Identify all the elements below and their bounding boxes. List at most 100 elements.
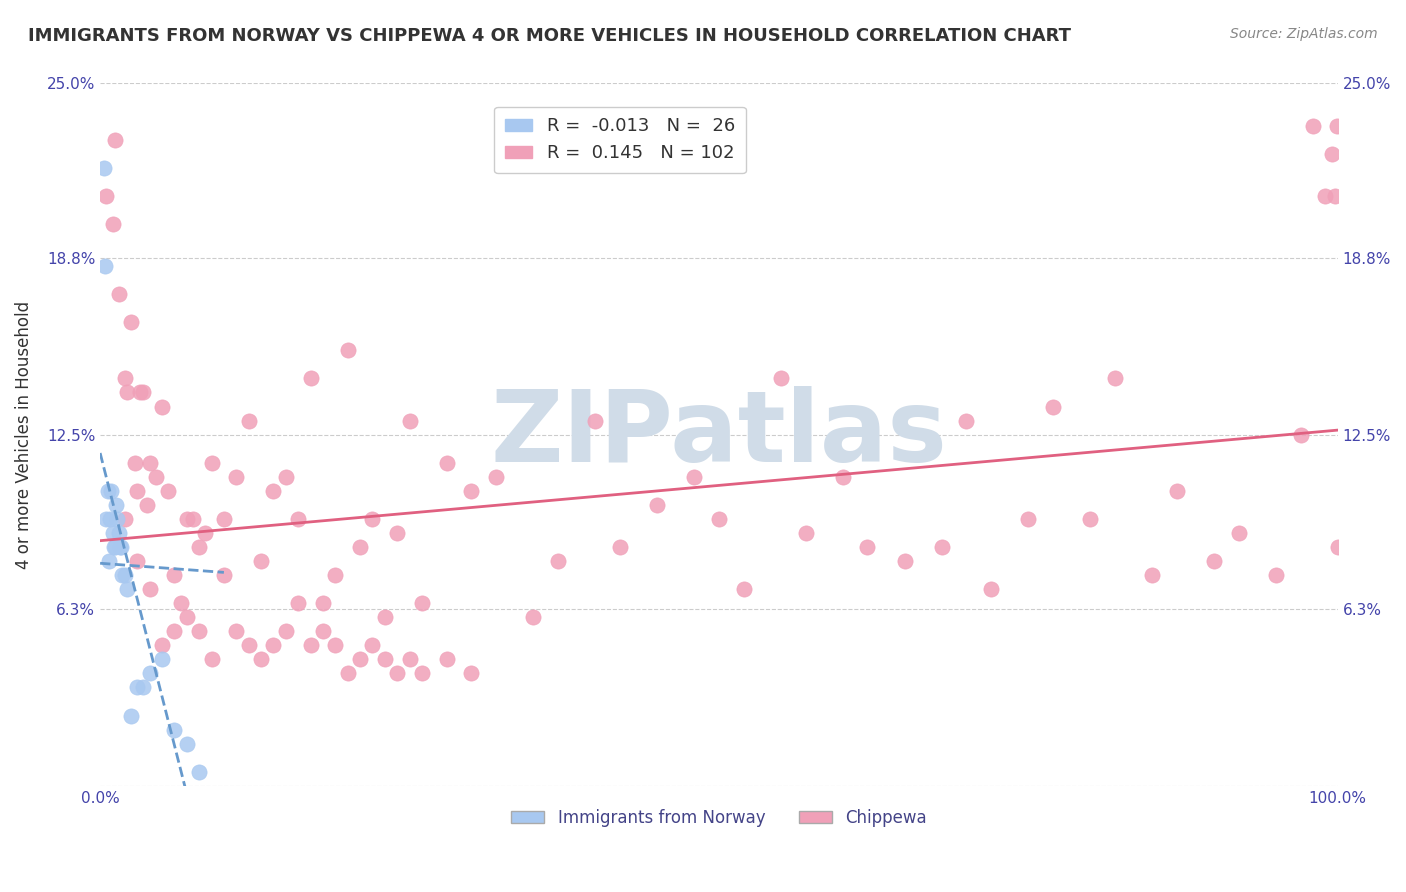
Point (336, 343, 359, 358)
Point (1042, 400, 1064, 414)
Point (176, 737, 198, 751)
Point (485, 469, 508, 483)
Point (287, 512, 309, 526)
Point (145, 469, 167, 483)
Point (188, 624, 211, 639)
Point (117, 582, 139, 596)
Point (262, 483, 284, 498)
Point (100, 483, 122, 498)
Point (411, 596, 433, 610)
Point (1324, 189, 1347, 203)
Point (1227, 525, 1250, 540)
Point (163, 568, 186, 582)
Point (1315, 189, 1337, 203)
Text: Source: ZipAtlas.com: Source: ZipAtlas.com (1230, 27, 1378, 41)
Point (169, 596, 191, 610)
Point (385, 525, 408, 540)
Point (1202, 554, 1225, 568)
Point (238, 413, 260, 427)
Point (111, 568, 134, 582)
Point (893, 554, 915, 568)
Point (98, 512, 121, 526)
Point (299, 638, 322, 652)
Point (398, 413, 420, 427)
Point (1326, 540, 1348, 554)
Point (436, 652, 458, 666)
Point (96, 189, 118, 203)
Point (707, 512, 730, 526)
Point (1166, 483, 1188, 498)
Point (1320, 146, 1343, 161)
Point (238, 638, 260, 652)
Point (323, 638, 346, 652)
Point (110, 540, 132, 554)
Point (385, 666, 408, 681)
Point (212, 568, 235, 582)
Point (547, 554, 569, 568)
Point (609, 540, 631, 554)
Point (194, 525, 217, 540)
Point (1104, 371, 1126, 385)
Point (262, 638, 284, 652)
Point (683, 469, 706, 483)
Point (374, 652, 396, 666)
Point (104, 133, 127, 147)
Point (96, 512, 118, 526)
Point (200, 652, 222, 666)
Point (733, 582, 755, 596)
Point (94, 259, 117, 273)
Text: ZIPatlas: ZIPatlas (491, 386, 948, 483)
Point (114, 371, 136, 385)
Point (188, 540, 211, 554)
Point (150, 638, 173, 652)
Point (101, 217, 124, 231)
Point (374, 610, 396, 624)
Point (103, 540, 125, 554)
Point (176, 610, 198, 624)
Text: IMMIGRANTS FROM NORWAY VS CHIPPEWA 4 OR MORE VEHICLES IN HOUSEHOLD CORRELATION C: IMMIGRANTS FROM NORWAY VS CHIPPEWA 4 OR … (28, 27, 1071, 45)
Point (794, 525, 817, 540)
Point (299, 371, 322, 385)
Point (176, 512, 198, 526)
Point (101, 525, 124, 540)
Point (583, 413, 606, 427)
Point (250, 652, 273, 666)
Point (93, 161, 115, 175)
Point (163, 723, 186, 737)
Point (225, 624, 247, 639)
Point (1017, 512, 1039, 526)
Point (1140, 568, 1163, 582)
Point (980, 582, 1002, 596)
Point (107, 512, 129, 526)
Point (138, 582, 160, 596)
Point (181, 512, 204, 526)
Point (1078, 512, 1101, 526)
Point (287, 596, 309, 610)
Point (97, 554, 120, 568)
Point (132, 681, 155, 695)
Point (361, 638, 384, 652)
Point (200, 456, 222, 470)
Point (120, 315, 142, 329)
Point (336, 666, 359, 681)
Point (856, 540, 879, 554)
Point (312, 596, 335, 610)
Point (312, 624, 335, 639)
Point (150, 652, 173, 666)
Y-axis label: 4 or more Vehicles in Household: 4 or more Vehicles in Household (15, 301, 32, 569)
Point (436, 456, 458, 470)
Point (188, 764, 211, 779)
Point (114, 512, 136, 526)
Point (411, 666, 433, 681)
Point (225, 469, 247, 483)
Point (274, 624, 297, 639)
Point (931, 540, 953, 554)
Point (150, 400, 173, 414)
Point (128, 385, 150, 400)
Point (127, 681, 149, 695)
Point (124, 456, 146, 470)
Point (1264, 568, 1286, 582)
Point (212, 512, 235, 526)
Point (349, 540, 371, 554)
Point (132, 385, 155, 400)
